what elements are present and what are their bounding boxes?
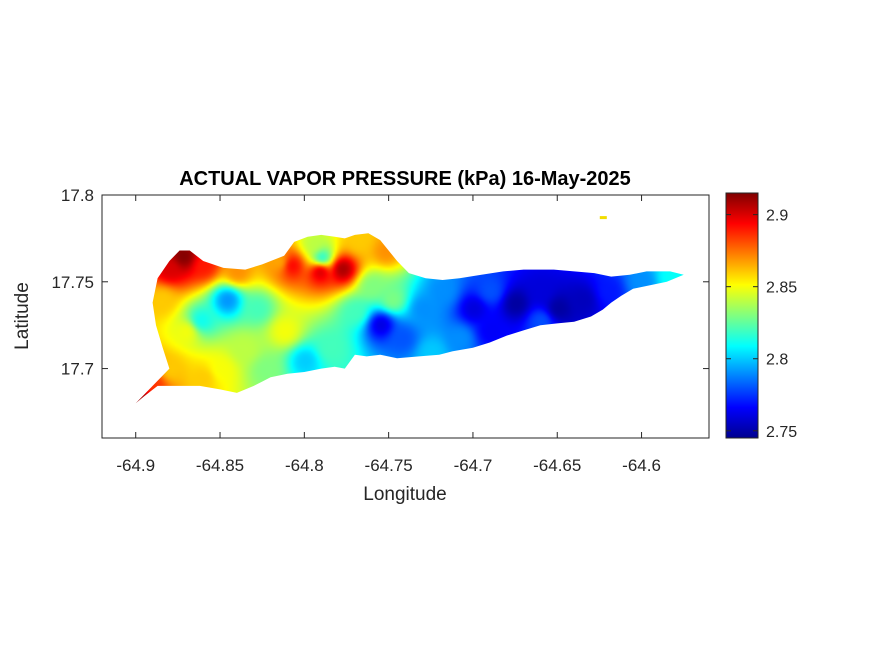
y-tick-label: 17.7 — [61, 360, 94, 379]
axes-frame — [101, 194, 710, 439]
x-tick-label: -64.75 — [365, 456, 413, 475]
colorbar-tick-label: 2.9 — [766, 208, 788, 225]
colorbar-tick-label: 2.75 — [766, 424, 797, 441]
islet-mark — [599, 216, 607, 220]
colorbar — [726, 193, 758, 438]
colorbar-ticks: 2.75 2.8 2.85 2.9 — [726, 208, 797, 441]
y-tick-label: 17.75 — [51, 273, 94, 292]
colorbar-frame — [725, 192, 759, 439]
x-tick-label: -64.7 — [454, 456, 493, 475]
colorbar-tick-label: 2.8 — [766, 352, 788, 369]
x-axis-label: Longitude — [363, 484, 446, 505]
heatmap-field — [135, 216, 684, 404]
colorbar-tick-label: 2.85 — [766, 280, 797, 297]
x-axis: -64.9 -64.85 -64.8 -64.75 -64.7 -64.65 -64.6 — [116, 195, 661, 475]
x-tick-label: -64.8 — [285, 456, 324, 475]
y-axis: 17.7 17.75 17.8 — [51, 186, 709, 379]
x-tick-label: -64.65 — [533, 456, 581, 475]
y-tick-label: 17.8 — [61, 186, 94, 205]
x-tick-label: -64.9 — [116, 456, 155, 475]
y-axis-label: Latitude — [12, 282, 33, 350]
chart-title: ACTUAL VAPOR PRESSURE (kPa) 16-May-2025 — [179, 168, 631, 190]
x-tick-label: -64.6 — [622, 456, 661, 475]
x-tick-label: -64.85 — [196, 456, 244, 475]
